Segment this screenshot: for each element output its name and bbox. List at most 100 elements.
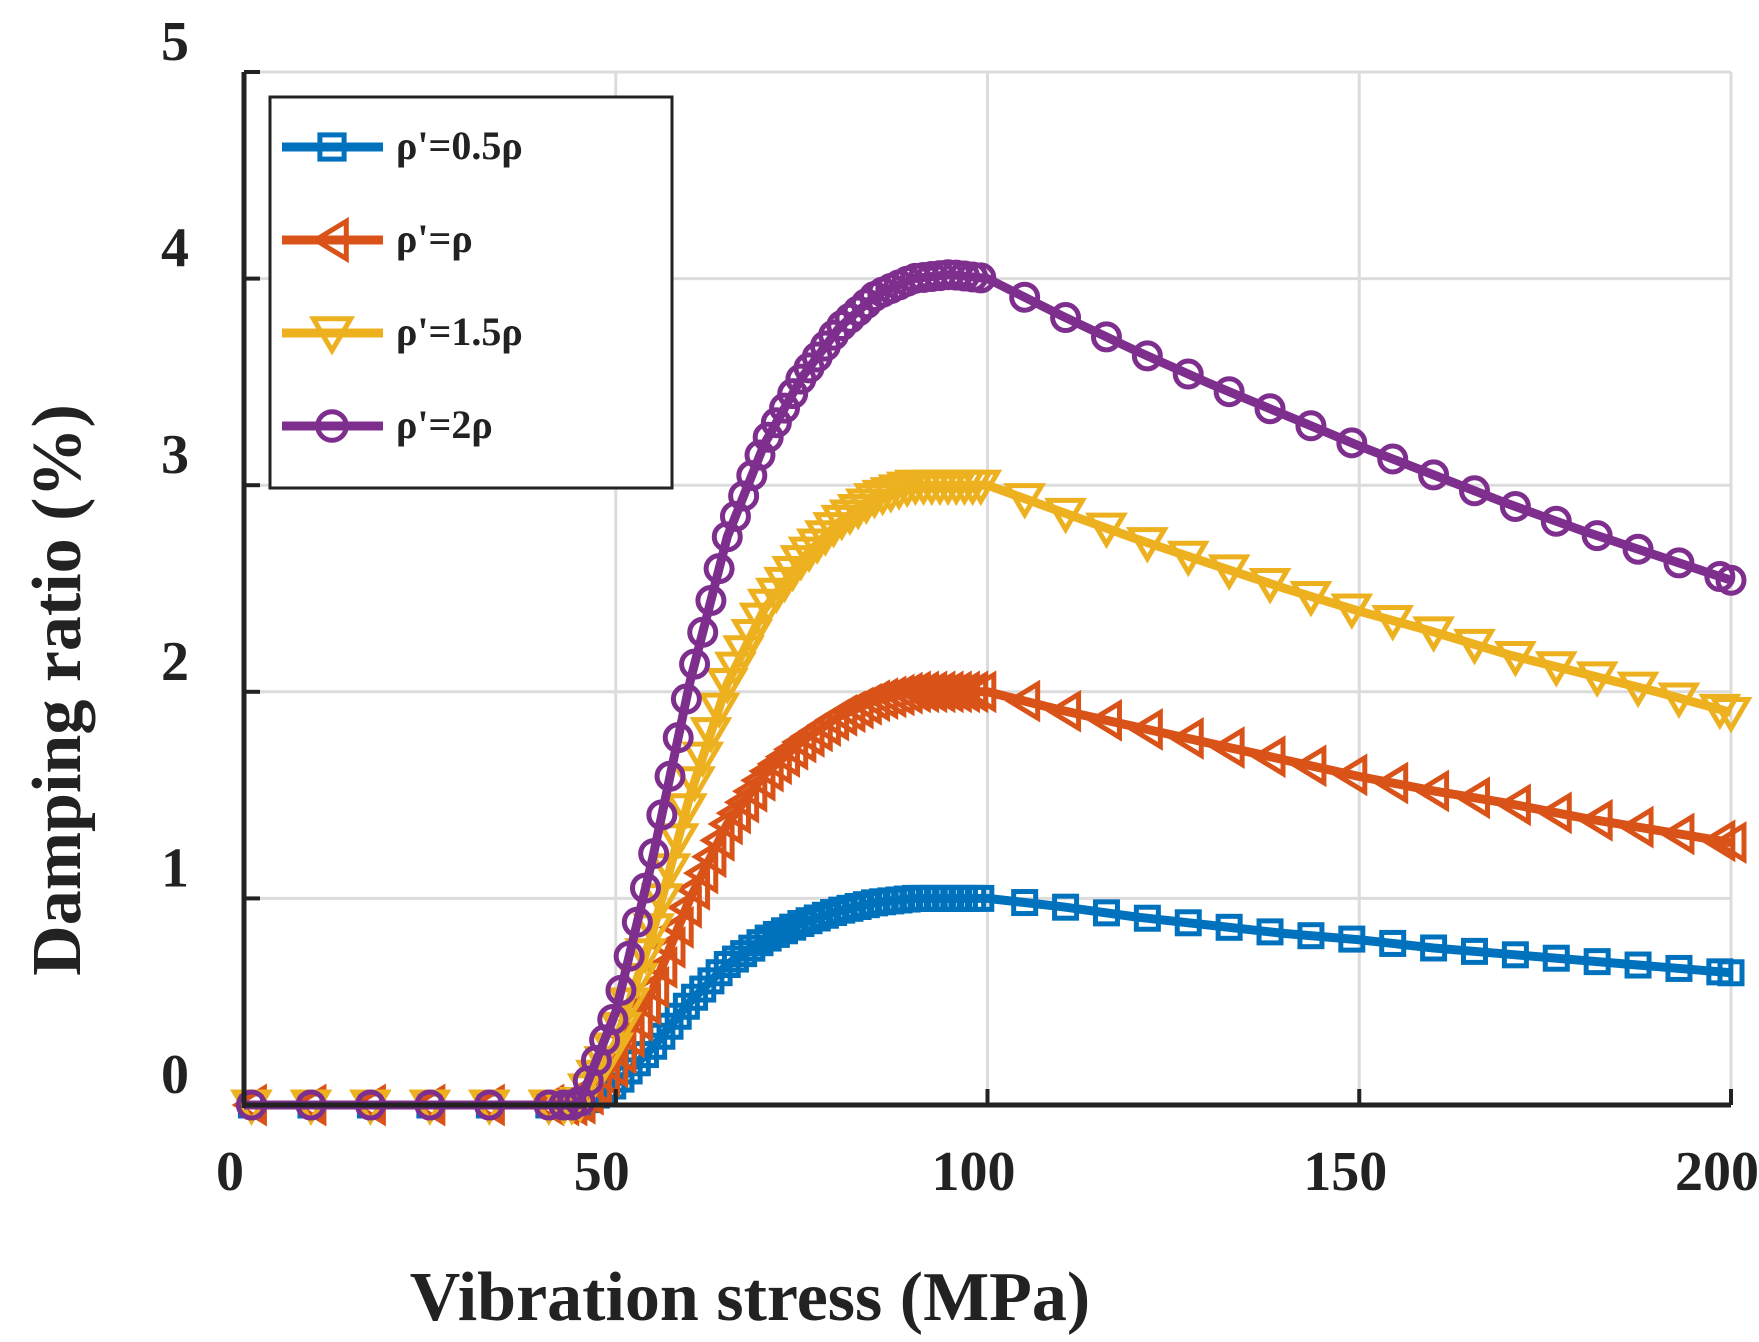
triangle-left-marker (674, 868, 711, 911)
square-marker (1215, 913, 1243, 941)
circle-marker (1715, 564, 1747, 596)
triangle-left-marker (1086, 698, 1122, 742)
square-marker (967, 884, 995, 912)
triangle-down-marker (1616, 671, 1660, 709)
legend-label: ρ'=1.5ρ (396, 309, 523, 354)
triangle-left-marker (1577, 798, 1613, 842)
triangle-down-marker (665, 793, 708, 830)
legend-label: ρ'=0.5ρ (396, 123, 523, 168)
triangle-left-marker (944, 670, 980, 714)
circle-marker (687, 616, 719, 648)
circle-marker (1377, 443, 1409, 475)
circle-marker (1418, 459, 1450, 491)
triangle-down-marker (1085, 512, 1128, 550)
triangle-down-marker (1453, 628, 1496, 666)
square-marker (762, 920, 790, 948)
triangle-left-marker (1127, 707, 1163, 751)
square-marker (681, 983, 709, 1011)
triangle-down-marker (959, 469, 1003, 507)
circle-marker (695, 584, 727, 616)
circle-marker (597, 1003, 629, 1035)
triangle-down-marker (656, 823, 700, 860)
triangle-left-marker (1659, 812, 1695, 856)
triangle-down-marker (1657, 682, 1701, 719)
triangle-down-marker (1044, 497, 1087, 535)
circle-marker (679, 648, 711, 680)
square-marker (1092, 899, 1120, 927)
triangle-left-marker (1700, 819, 1736, 863)
x-tick-label: 150 (1303, 1141, 1387, 1203)
square-marker (787, 910, 815, 938)
legend-entry-2: ρ'=ρ (282, 216, 473, 264)
x-tick-label: 50 (574, 1141, 630, 1203)
triangle-down-marker (1698, 693, 1742, 731)
square-marker (1297, 922, 1325, 950)
triangle-left-marker (1250, 735, 1286, 779)
triangle-left-marker (862, 677, 899, 721)
square-marker (1011, 889, 1039, 917)
legend-entry-4: ρ'=2ρ (282, 402, 493, 447)
triangle-down-marker (779, 545, 823, 582)
y-tick-label: 5 (161, 11, 189, 73)
triangle-down-marker (836, 493, 880, 531)
circle-marker (1213, 376, 1245, 408)
square-marker (811, 901, 839, 929)
circle-marker (670, 683, 702, 715)
y-tick-label: 1 (161, 837, 189, 899)
circle-marker (744, 439, 776, 471)
triangle-left-marker (1536, 791, 1572, 835)
triangle-down-marker (1494, 640, 1537, 678)
triangle-down-marker (681, 741, 725, 779)
square-marker (1624, 951, 1652, 979)
triangle-left-marker (1618, 805, 1654, 849)
square-marker (1133, 904, 1161, 932)
series-4 (235, 259, 1747, 1121)
square-marker (1052, 893, 1080, 921)
y-tick-label: 4 (161, 218, 189, 280)
square-marker (746, 929, 774, 957)
triangle-down-marker (308, 316, 356, 356)
y-tick-label: 2 (161, 631, 189, 693)
y-axis-label: Damping ratio (%) (19, 404, 96, 976)
circle-marker (1295, 410, 1327, 442)
square-marker (689, 975, 717, 1003)
triangle-left-marker (658, 906, 694, 949)
triangle-left-marker (1045, 689, 1082, 733)
circle-marker (1090, 321, 1122, 353)
triangle-down-marker (787, 536, 831, 574)
circle-marker (315, 409, 349, 443)
triangle-left-marker (1454, 776, 1490, 820)
circle-marker (1540, 505, 1572, 537)
triangle-left-marker (1413, 769, 1450, 813)
x-tick-label: 100 (932, 1141, 1016, 1203)
series-3 (230, 469, 1753, 1126)
square-marker (317, 132, 347, 162)
square-marker (1542, 944, 1570, 972)
square-marker (1583, 948, 1611, 976)
square-marker (1460, 937, 1488, 965)
triangle-left-marker (310, 216, 349, 264)
triangle-down-marker (648, 853, 692, 890)
circle-marker (662, 722, 694, 754)
triangle-left-marker (1495, 783, 1531, 827)
triangle-down-marker (1575, 661, 1619, 698)
circle-marker (1254, 393, 1286, 425)
triangle-down-marker (624, 938, 667, 975)
triangle-left-marker (952, 670, 989, 714)
square-marker (705, 959, 733, 987)
triangle-down-marker (697, 692, 741, 730)
square-marker (754, 924, 782, 952)
circle-marker (1663, 547, 1695, 579)
circle-marker (646, 799, 678, 831)
triangle-down-marker (1534, 651, 1578, 688)
triangle-down-marker (804, 520, 847, 557)
triangle-down-marker (1248, 568, 1292, 605)
circle-marker (703, 553, 735, 585)
circle-marker (654, 760, 686, 792)
triangle-down-marker (1330, 593, 1374, 630)
triangle-down-marker (1166, 540, 1210, 578)
circle-marker (1458, 475, 1490, 507)
triangle-down-marker (844, 488, 888, 525)
x-tick-label: 0 (216, 1141, 244, 1203)
circle-marker (1131, 340, 1163, 372)
